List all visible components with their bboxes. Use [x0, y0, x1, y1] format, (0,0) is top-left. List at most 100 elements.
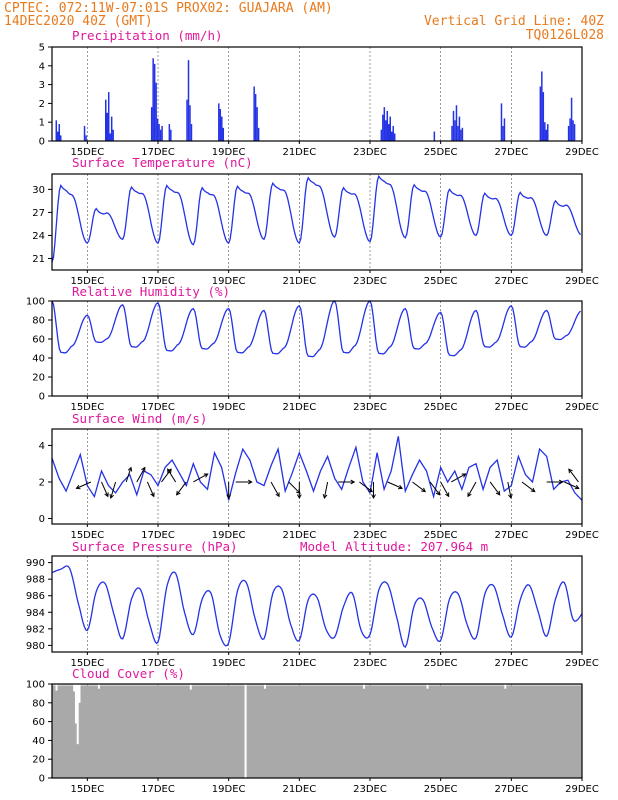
y-tick-label: 0: [39, 392, 45, 403]
x-tick-label: 15DEC: [70, 530, 104, 541]
precip-bar: [55, 120, 58, 141]
wind-arrow-head: [461, 473, 467, 478]
humidity-title: Relative Humidity (%): [72, 284, 230, 299]
y-tick-label: 60: [32, 717, 45, 728]
y-tick-label: 27: [32, 208, 45, 219]
precip-bar: [502, 125, 504, 141]
x-tick-label: 27DEC: [494, 402, 528, 413]
x-tick-label: 17DEC: [141, 147, 175, 158]
plot-frame: [51, 555, 583, 653]
y-tick-label: 0: [39, 774, 45, 785]
cloud-cover-gap: [73, 684, 76, 692]
wind-arrow-head: [435, 490, 441, 496]
wind-arrow-head: [322, 494, 328, 500]
x-tick-label: 19DEC: [212, 276, 246, 287]
precip-bar: [110, 116, 113, 141]
x-tick-label: 15DEC: [70, 658, 104, 669]
precip-bar: [186, 99, 188, 141]
x-tick-label: 21DEC: [282, 658, 316, 669]
wind-arrow: [429, 481, 441, 496]
wind-arrow-head: [568, 468, 573, 474]
x-tick-label: 27DEC: [494, 530, 528, 541]
precip-bar: [253, 86, 255, 141]
x-tick-label: 15DEC: [70, 147, 104, 158]
y-tick-label: 3: [39, 80, 45, 91]
cloud-cover-top: [52, 684, 582, 686]
cloud-cover-panel: Cloud Cover (%) 0 20 40 60 80 100 15DEC 17DEC 19…: [26, 666, 599, 795]
wind-arrow: [288, 481, 301, 494]
precip-bar: [573, 124, 576, 141]
y-tick-label: 980: [26, 641, 45, 652]
x-tick-label: 27DEC: [494, 658, 528, 669]
x-tick-label: 27DEC: [494, 784, 528, 795]
precip-bar: [106, 112, 108, 141]
precip-bar: [168, 124, 171, 141]
precip-bar: [567, 125, 570, 141]
wind-arrow-head: [109, 493, 114, 499]
y-tick-label: 0: [39, 137, 45, 148]
header-run-date: 14DEC2020 40Z (GMT): [4, 14, 153, 29]
precip-bar: [107, 92, 110, 141]
y-tick-label: 30: [32, 185, 45, 196]
y-tick-label: 4: [39, 61, 45, 72]
precip-bar: [380, 129, 383, 141]
precip-bar: [383, 107, 386, 141]
wind-arrow-head: [350, 479, 356, 485]
precip-bar: [545, 129, 548, 141]
precip-bar: [385, 120, 387, 141]
cloud-cover-gap: [97, 684, 100, 689]
x-tick-label: 25DEC: [424, 530, 458, 541]
precip-bar: [542, 92, 545, 141]
precip-bar: [152, 58, 154, 141]
precip-bar: [460, 129, 462, 141]
wind-arrow-head: [167, 468, 172, 474]
wind-arrow: [101, 481, 109, 497]
y-tick-label: 20: [32, 373, 45, 384]
y-tick-label: 2: [39, 99, 45, 110]
pressure-panel: Surface Pressure (hPa) Model Altitude: 2…: [26, 539, 599, 669]
x-tick-label: 29DEC: [565, 147, 599, 158]
precip-bar: [159, 129, 162, 141]
cloud-cover-gap: [362, 684, 365, 689]
wind-arrow: [568, 468, 579, 483]
x-tick-label: 29DEC: [565, 402, 599, 413]
wind-arrow: [387, 481, 403, 489]
wind-arrow: [136, 467, 146, 483]
x-tick-label: 29DEC: [565, 530, 599, 541]
x-tick-label: 17DEC: [141, 276, 175, 287]
y-tick-label: 20: [32, 755, 45, 766]
wind-arrow: [521, 481, 536, 492]
y-tick-label: 986: [26, 591, 45, 602]
pressure-line: [51, 565, 583, 648]
precip-bar: [150, 107, 153, 141]
precip-bar: [390, 131, 393, 141]
precip-bar: [58, 124, 61, 141]
x-tick-label: 25DEC: [424, 402, 458, 413]
wind-arrow: [359, 481, 373, 492]
precip-bar: [388, 124, 390, 141]
precip-bar: [256, 107, 258, 141]
precip-bar: [451, 125, 453, 141]
precip-bar: [222, 127, 225, 141]
precip-bar: [458, 116, 461, 141]
x-tick-label: 25DEC: [424, 784, 458, 795]
wind-arrow-head: [495, 490, 501, 496]
x-tick-label: 15DEC: [70, 276, 104, 287]
precip-bar: [569, 118, 571, 141]
precip-bar: [221, 116, 223, 141]
precip-bar: [187, 60, 190, 141]
temperature-panel: Surface Temperature (nC) 21 24 27 30 15DEC 17…: [32, 155, 599, 287]
x-tick-label: 19DEC: [212, 784, 246, 795]
precip-bar: [500, 103, 503, 141]
cloud-cover-gap: [244, 684, 247, 778]
wind-arrow-head: [296, 494, 302, 500]
humidity-line: [51, 300, 581, 358]
wind-arrow-head: [75, 484, 81, 490]
x-tick-label: 19DEC: [212, 402, 246, 413]
wind-title: Surface Wind (m/s): [72, 411, 207, 426]
precip-bar: [455, 105, 458, 141]
precip-bar: [452, 110, 455, 141]
wind-arrow-head: [371, 494, 376, 500]
cloud-cover-gap: [74, 684, 77, 724]
